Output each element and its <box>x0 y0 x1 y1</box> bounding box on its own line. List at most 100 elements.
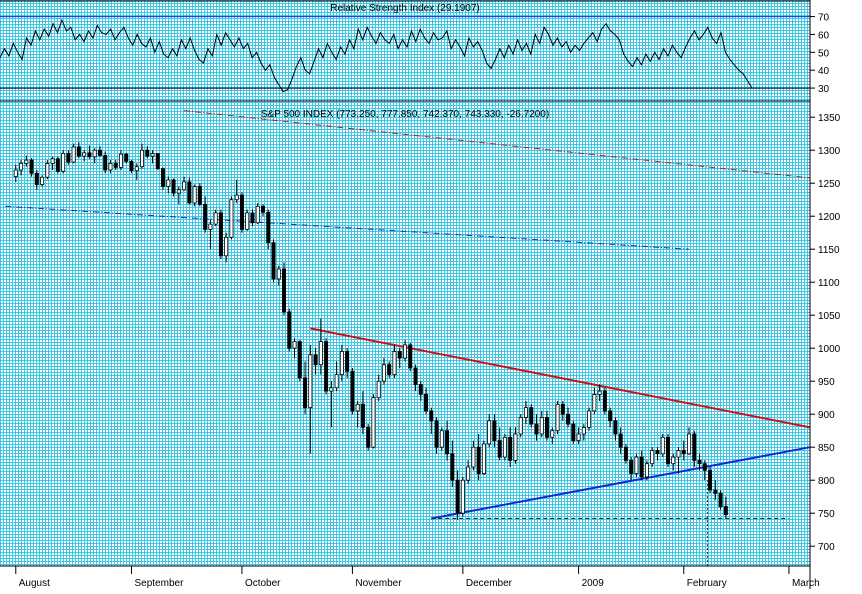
candle-up <box>13 169 18 177</box>
candle-up <box>597 390 602 395</box>
candle-up <box>371 397 376 448</box>
candle-up <box>71 146 76 163</box>
candle-down <box>55 158 60 172</box>
candle-up <box>676 450 681 458</box>
price-tick-label: 700 <box>818 542 835 553</box>
candle-down <box>639 456 644 478</box>
candle-up <box>339 351 344 376</box>
x-tick-label: November <box>355 578 402 589</box>
candle-up <box>19 162 24 171</box>
candle-up <box>660 436 665 455</box>
candle-up <box>308 354 313 408</box>
candle-up <box>539 417 544 435</box>
trendline-ma-long <box>184 110 811 179</box>
price-panel: 700 750 800 850 900 950 1000 1050 1100 1150 1200 12… <box>5 110 841 566</box>
candle-up <box>502 436 507 458</box>
rsi-tick-label: 40 <box>818 66 830 77</box>
rsi-tick-label: 70 <box>818 13 830 24</box>
candle-up <box>460 479 465 514</box>
candle-up <box>50 158 55 164</box>
candle-down <box>366 426 371 448</box>
candle-down <box>303 377 308 408</box>
candle-down <box>560 403 565 415</box>
candle-up <box>334 374 339 389</box>
candle-up <box>213 212 218 225</box>
candle-down <box>266 211 271 244</box>
trendline-ma-mid <box>5 205 690 250</box>
price-tick-label: 750 <box>818 509 835 520</box>
candle-up <box>355 403 360 412</box>
candle-down <box>313 354 318 366</box>
candle-down <box>66 153 71 163</box>
candle-up <box>587 410 592 428</box>
candle-up <box>513 433 518 461</box>
candle-down <box>566 413 571 425</box>
candle-down <box>418 384 423 395</box>
candle-down <box>161 168 166 187</box>
candle-down <box>571 423 576 442</box>
candle-down <box>197 186 202 205</box>
candle-up <box>245 212 250 230</box>
candle-up <box>687 433 692 455</box>
candle-up <box>118 153 123 168</box>
candle-down <box>476 446 481 475</box>
axis-background <box>810 0 862 589</box>
candle-up <box>318 341 323 366</box>
candle-down <box>282 268 287 313</box>
candle-down <box>271 242 276 280</box>
candle-down <box>350 370 355 412</box>
candle-down <box>424 393 429 412</box>
candle-up <box>329 387 334 392</box>
candle-down <box>445 430 450 455</box>
candle-down <box>97 149 102 156</box>
candle-down <box>629 459 634 474</box>
candle-up <box>255 205 260 224</box>
candle-up <box>192 186 197 204</box>
candle-down <box>655 450 660 455</box>
candle-up <box>134 166 139 172</box>
candle-up <box>381 364 386 382</box>
candle-up <box>276 268 281 280</box>
candle-down <box>171 179 176 194</box>
candle-up <box>466 466 471 481</box>
price-tick-label: 850 <box>818 443 835 454</box>
xaxis-background <box>0 566 862 589</box>
candle-up <box>208 223 213 230</box>
candle-up <box>555 403 560 432</box>
candle-up <box>229 199 234 238</box>
x-tick-label: August <box>19 578 50 589</box>
candle-up <box>471 446 476 468</box>
candle-down <box>545 417 550 438</box>
candle-up <box>82 152 87 157</box>
candle-up <box>581 426 586 435</box>
candle-down <box>218 212 223 257</box>
candle-down <box>29 159 34 174</box>
candle-down <box>408 344 413 369</box>
x-tick-label: October <box>245 578 281 589</box>
candle-down <box>492 420 497 441</box>
price-tick-label: 1300 <box>818 146 841 157</box>
candle-up <box>108 162 113 171</box>
candle-down <box>497 440 502 458</box>
price-tick-label: 1250 <box>818 179 841 190</box>
candle-up <box>592 393 597 412</box>
candle-up <box>671 456 676 465</box>
candle-down <box>697 459 702 465</box>
price-tick-label: 1150 <box>818 245 840 256</box>
x-axis: August September October November December 20… <box>15 566 820 589</box>
candle-down <box>34 172 39 185</box>
rsi-tick-label: 60 <box>818 30 830 41</box>
candle-up <box>150 153 155 157</box>
rsi-title: Relative Strength Index (29.1907) <box>330 3 480 14</box>
candle-up <box>176 189 181 194</box>
candle-down <box>534 423 539 435</box>
candle-down <box>413 367 418 385</box>
candle-up <box>92 149 97 158</box>
candle-up <box>487 420 492 445</box>
candle-down <box>602 390 607 412</box>
candle-down <box>708 469 713 491</box>
candle-down <box>618 433 623 448</box>
candle-down <box>397 351 402 359</box>
candle-down <box>360 403 365 428</box>
